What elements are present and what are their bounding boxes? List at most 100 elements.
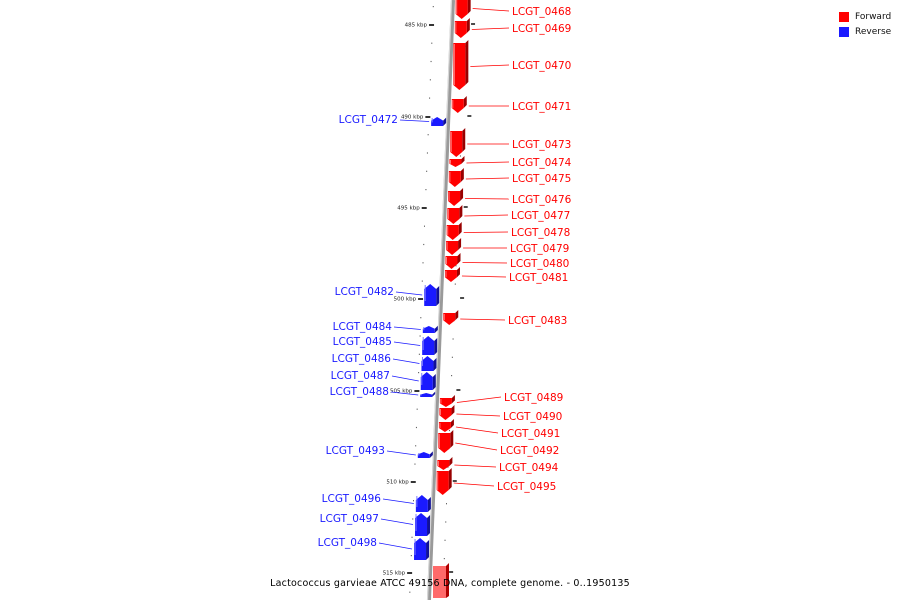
gene-LCGT_0497[interactable] (415, 513, 431, 536)
gene-label-LCGT_0469[interactable]: LCGT_0469 (512, 23, 571, 35)
gene-arrow-face (422, 326, 435, 333)
label-leaders (378, 8, 510, 550)
gene-LCGT_0470[interactable] (453, 40, 469, 90)
gene-LCGT_0474[interactable] (449, 156, 465, 167)
gene-LCGT_0483[interactable] (443, 310, 459, 325)
gene-arrow-side (461, 156, 465, 164)
leader-line (470, 64, 510, 67)
gene-LCGT_0496[interactable] (415, 495, 431, 512)
gene-arrow-side (458, 238, 462, 250)
gene-label-LCGT_0477[interactable]: LCGT_0477 (511, 210, 570, 222)
gene-LCGT_0490[interactable] (439, 405, 455, 420)
gene-label-LCGT_0498[interactable]: LCGT_0498 (318, 537, 377, 549)
gene-label-LCGT_0484[interactable]: LCGT_0484 (333, 321, 393, 333)
gene-label-LCGT_0489[interactable]: LCGT_0489 (504, 392, 563, 404)
gene-LCGT_0473[interactable] (450, 128, 466, 157)
gene-LCGT_0487[interactable] (420, 372, 436, 390)
gene-LCGT_0471[interactable] (451, 96, 467, 113)
gene-partial-bottom[interactable] (433, 563, 449, 598)
gene-LCGT_0488[interactable] (420, 391, 436, 397)
gene-arrow-face (439, 408, 452, 420)
ruler-minor-tick (409, 591, 411, 593)
gene-LCGT_0480[interactable] (445, 253, 461, 269)
gene-label-LCGT_0481[interactable]: LCGT_0481 (509, 272, 568, 284)
gene-label-LCGT_0493[interactable]: LCGT_0493 (326, 445, 385, 457)
gene-LCGT_0472[interactable] (431, 117, 447, 126)
gene-label-LCGT_0472[interactable]: LCGT_0472 (339, 114, 398, 126)
gene-label-LCGT_0483[interactable]: LCGT_0483 (508, 315, 567, 327)
gene-label-LCGT_0478[interactable]: LCGT_0478 (511, 227, 570, 239)
gene-LCGT_0491[interactable] (438, 419, 454, 432)
leader-line (456, 413, 501, 417)
gene-LCGT_0493[interactable] (417, 451, 433, 458)
gene-arrow-side (427, 515, 431, 536)
leader-line (399, 119, 430, 122)
gene-label-LCGT_0480[interactable]: LCGT_0480 (510, 258, 569, 270)
ruler-minor-tick (448, 429, 450, 432)
gene-label-LCGT_0490[interactable]: LCGT_0490 (503, 411, 562, 423)
ruler-minor-tick (412, 500, 414, 502)
gene-arrow-face (438, 422, 451, 432)
leader-line (463, 231, 509, 233)
gene-labels: LCGT_0468 LCGT_0469 LCGT_0470 LCGT_0471 LCGT… (318, 6, 572, 549)
ruler-minor-tick (452, 338, 454, 340)
gene-label-LCGT_0474[interactable]: LCGT_0474 (512, 157, 572, 169)
gene-LCGT_0486[interactable] (421, 356, 437, 371)
gene-LCGT_0494[interactable] (437, 457, 453, 470)
gene-label-LCGT_0491[interactable]: LCGT_0491 (501, 428, 560, 440)
gene-label-LCGT_0470[interactable]: LCGT_0470 (512, 60, 571, 72)
gene-label-LCGT_0494[interactable]: LCGT_0494 (499, 462, 559, 474)
gene-label-LCGT_0475[interactable]: LCGT_0475 (512, 173, 571, 185)
gene-LCGT_0477[interactable] (447, 205, 463, 224)
gene-label-LCGT_0471[interactable]: LCGT_0471 (512, 101, 571, 113)
leader-line (391, 375, 419, 382)
gene-label-LCGT_0485[interactable]: LCGT_0485 (333, 336, 392, 348)
ruler-minor-tick (445, 521, 447, 523)
gene-label-LCGT_0497[interactable]: LCGT_0497 (320, 513, 379, 525)
gene-label-LCGT_0479[interactable]: LCGT_0479 (510, 243, 569, 255)
leader-line (395, 291, 423, 296)
gene-LCGT_0498[interactable] (414, 538, 430, 560)
gene-arrow-face (447, 208, 460, 224)
gene-LCGT_0492[interactable] (438, 430, 454, 453)
leader-line (393, 326, 421, 330)
ruler-minor-tick (445, 503, 447, 505)
gene-arrow-side (450, 419, 454, 428)
gene-LCGT_0475[interactable] (448, 168, 464, 187)
gene-LCGT_0482[interactable] (424, 284, 440, 306)
gene-LCGT_0489[interactable] (439, 395, 455, 407)
gene-arrow-side (436, 286, 440, 306)
gene-LCGT_0495[interactable] (436, 468, 452, 495)
gene-label-LCGT_0492[interactable]: LCGT_0492 (500, 445, 559, 457)
ruler-minor-tick (426, 152, 428, 154)
gene-LCGT_0478[interactable] (446, 222, 462, 240)
gene-label-LCGT_0488[interactable]: LCGT_0488 (330, 386, 389, 398)
gene-label-LCGT_0486[interactable]: LCGT_0486 (332, 353, 392, 365)
gene-LCGT_0485[interactable] (422, 336, 438, 355)
ruler-minor-tick (423, 243, 425, 246)
gene-LCGT_0469[interactable] (454, 18, 470, 38)
gene-label-LCGT_0496[interactable]: LCGT_0496 (322, 493, 382, 505)
gene-label-LCGT_0473[interactable]: LCGT_0473 (512, 139, 571, 151)
gene-LCGT_0468[interactable] (455, 0, 471, 19)
gene-label-LCGT_0476[interactable]: LCGT_0476 (512, 194, 572, 206)
gene-LCGT_0481[interactable] (444, 267, 460, 282)
gene-arrow-side (462, 128, 466, 152)
gene-LCGT_0479[interactable] (446, 238, 462, 255)
gene-arrow-face (443, 313, 456, 325)
ruler-minor-tick (418, 372, 420, 374)
gene-label-LCGT_0482[interactable]: LCGT_0482 (335, 286, 394, 298)
gene-arrow-face (422, 336, 435, 355)
gene-arrow-side (427, 497, 431, 512)
gene-label-LCGT_0468[interactable]: LCGT_0468 (512, 6, 571, 18)
gene-arrow-side (451, 405, 455, 416)
ruler-minor-tick (416, 408, 418, 410)
gene-label-LCGT_0487[interactable]: LCGT_0487 (331, 370, 390, 382)
leader-line (392, 358, 420, 364)
gene-arrow-face (420, 393, 433, 397)
gene-LCGT_0476[interactable] (448, 188, 464, 206)
gene-LCGT_0484[interactable] (422, 325, 438, 333)
leader-line (453, 482, 495, 487)
gene-label-LCGT_0495[interactable]: LCGT_0495 (497, 481, 556, 493)
